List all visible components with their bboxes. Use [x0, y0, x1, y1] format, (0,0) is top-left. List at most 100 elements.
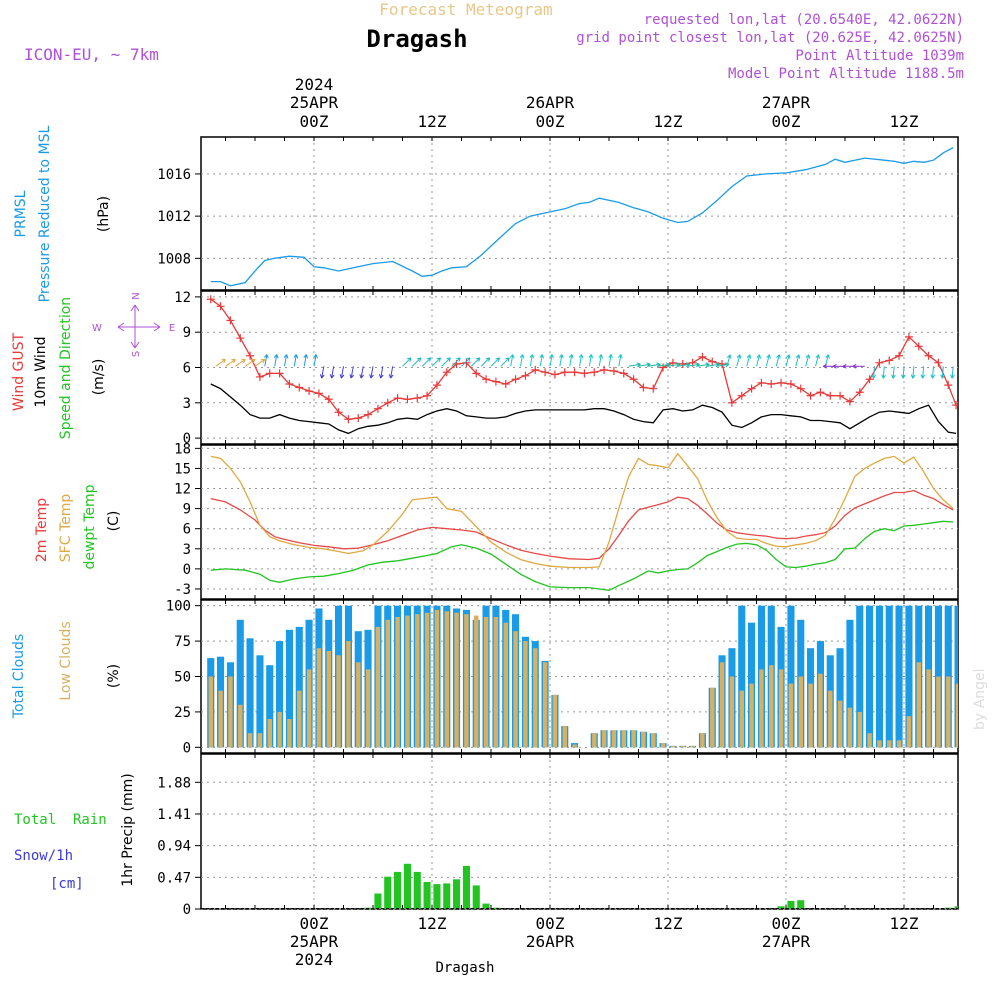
wind-ytick-label: 12	[174, 290, 191, 306]
wind-arrow-head	[369, 374, 374, 379]
wind-unit: (m/s)	[91, 359, 107, 396]
low_clouds-bar	[749, 683, 754, 748]
gust-point	[904, 332, 913, 341]
wind-arrow	[677, 363, 690, 367]
wind-arrow-head	[756, 354, 761, 359]
total_clouds-bar	[285, 629, 293, 748]
wind-arrow-head	[578, 354, 584, 359]
wind-arrow	[892, 366, 895, 379]
top-time-label: 2024	[295, 75, 334, 94]
pressure-ytick-label: 1008	[157, 251, 191, 267]
low_clouds-bar	[208, 676, 213, 748]
gust-point	[816, 388, 825, 397]
gust-point	[216, 302, 225, 311]
gust-point	[619, 369, 628, 378]
gust-point	[403, 395, 412, 404]
grid-point-coords: grid point closest lon,lat (20.625E, 42.…	[576, 30, 964, 46]
rain-bar	[797, 900, 805, 909]
wind-arrow-head	[825, 354, 830, 359]
wind-arrow-head	[598, 354, 604, 359]
wind-arrow-head	[618, 354, 623, 359]
wind-arrow	[658, 363, 671, 367]
gust-point	[895, 351, 904, 360]
low_clouds-bar	[464, 614, 469, 748]
low_clouds-bar	[739, 690, 744, 748]
wind-arrow-head	[264, 354, 269, 359]
top-time-label: 12Z	[890, 112, 919, 131]
gust-point	[934, 358, 943, 367]
wind-arrow-head	[666, 362, 671, 368]
total_clouds-bar	[266, 665, 274, 748]
low_clouds-bar	[238, 704, 243, 748]
wind-arrow-head	[950, 374, 955, 379]
gust-point	[383, 398, 392, 407]
gust-point	[482, 375, 491, 384]
temp-dewpt-title: dewpt Temp	[82, 484, 98, 569]
low-clouds-title: Low Clouds	[58, 621, 74, 700]
low_clouds-bar	[887, 740, 892, 748]
low_clouds-bar	[916, 662, 921, 748]
wind-arrow	[598, 354, 602, 367]
wind-arrow-head	[705, 362, 710, 368]
wind-arrow-head	[446, 357, 451, 362]
wind-arrow-head	[891, 374, 896, 379]
panel-precip: 0 0.47 0.94 1.41 1.88	[157, 753, 959, 918]
temperature-ytick-label: 12	[174, 482, 191, 498]
wind-arrow-head	[608, 354, 613, 359]
wind-arrow-head	[715, 362, 720, 368]
low_clouds-bar	[444, 611, 449, 748]
gust-point	[511, 375, 520, 384]
precip-ytick-label: 1.88	[157, 775, 191, 791]
precip-data	[201, 863, 958, 909]
temp-axis-titles: 2m Temp SFC Temp dewpt Temp (C)	[34, 484, 122, 569]
total_clouds-bar	[295, 626, 303, 748]
low_clouds-bar	[306, 669, 312, 748]
wind-arrow	[340, 366, 344, 379]
rain-bar	[423, 882, 431, 909]
wind-arrow-head	[221, 358, 226, 364]
wind-arrow	[588, 354, 592, 367]
precip-ytick-label: 0.47	[157, 870, 191, 886]
sfc_temp-line	[210, 452, 954, 569]
rain-bar	[492, 907, 500, 909]
wind-arrow-head	[293, 354, 299, 359]
gust-point	[875, 358, 884, 367]
wind-arrow-head	[766, 354, 771, 359]
temperature-ytick-label: -3	[174, 582, 191, 598]
wind-arrow	[608, 354, 612, 367]
wind-arrow-head	[736, 354, 742, 359]
gust-point	[334, 408, 343, 417]
gust-point	[324, 395, 333, 404]
wind-arrow	[500, 357, 510, 367]
precip-ytick-label: 0.94	[157, 839, 191, 855]
rain-bar	[777, 906, 785, 909]
bottom-time-label: 00Z	[772, 914, 801, 933]
gust-point	[236, 334, 245, 343]
gust-point	[952, 401, 958, 410]
gust-point	[314, 389, 323, 398]
gust-point	[531, 365, 540, 374]
wind-arrow-head	[250, 358, 256, 364]
gust-point	[246, 351, 255, 360]
gust-point	[727, 398, 736, 407]
bottom-time-label: 12Z	[654, 914, 683, 933]
wind-arrow	[390, 366, 394, 379]
gust-point	[836, 391, 845, 400]
wind-arrow	[370, 366, 374, 379]
panel-temperature: -3 0 3 6 9 12 15 18	[174, 441, 959, 600]
temp-unit: (C)	[106, 511, 122, 532]
wind-arrow	[687, 363, 700, 367]
total_clouds-bar	[236, 619, 244, 748]
wind-arrow	[549, 354, 553, 367]
top-time-label: 00Z	[536, 112, 565, 131]
rain-bar	[787, 900, 795, 909]
total_clouds-bar	[276, 641, 284, 748]
gust-point	[590, 368, 599, 377]
wind-arrow	[707, 363, 720, 367]
gust-point	[344, 415, 353, 424]
top-time-label: 00Z	[300, 112, 329, 131]
wind-ytick-label: 6	[183, 361, 191, 377]
low_clouds-bar	[297, 690, 302, 748]
total_clouds-bar	[836, 648, 844, 748]
